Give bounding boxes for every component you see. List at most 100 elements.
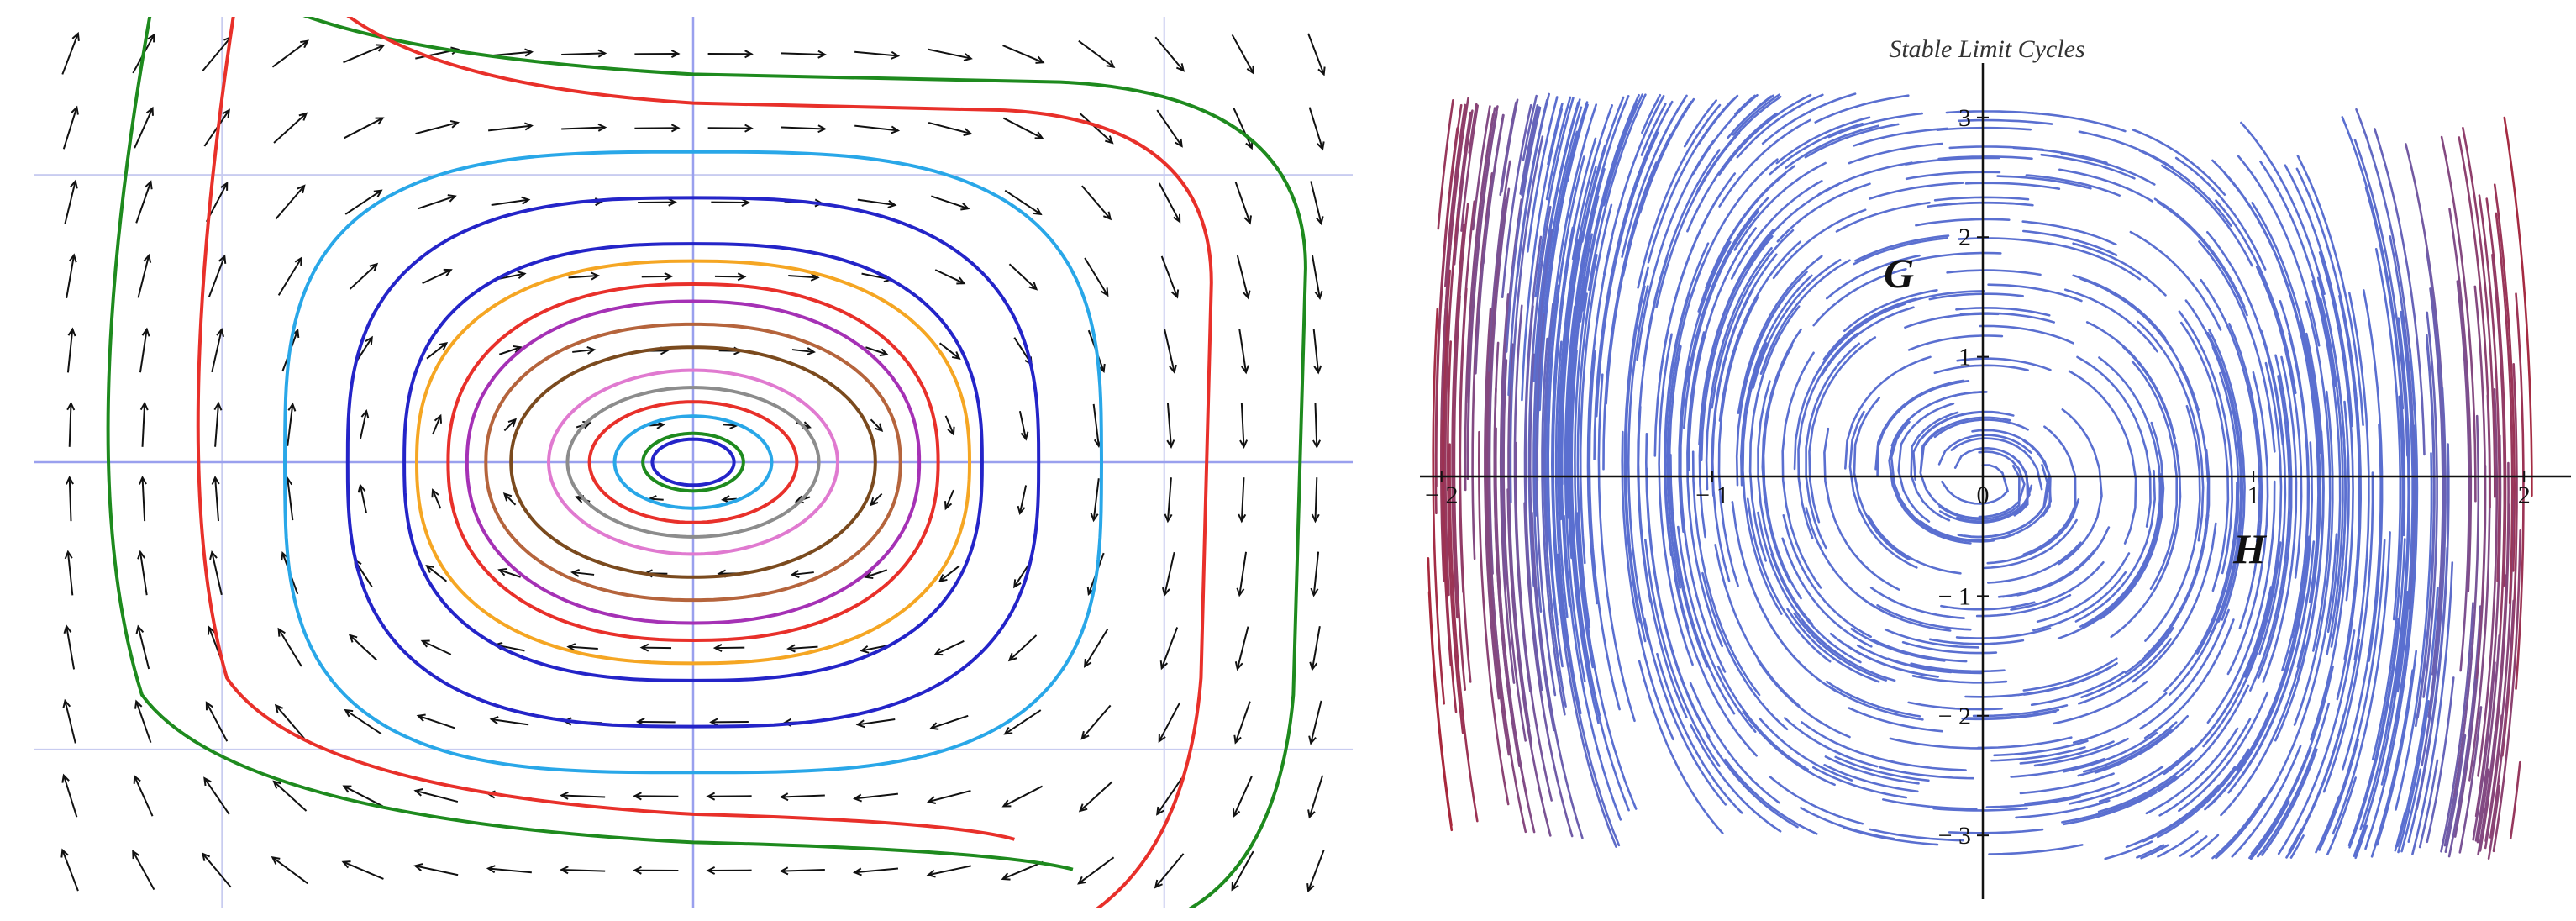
streamline <box>1907 334 2004 351</box>
streamline <box>2293 390 2334 726</box>
streamline <box>1586 236 1613 605</box>
direction-arrow <box>788 272 820 282</box>
streamline <box>1843 643 1939 678</box>
direction-arrow <box>1083 629 1109 668</box>
streamline <box>1748 576 1839 693</box>
direction-arrow <box>65 475 74 522</box>
direction-arrow <box>1156 777 1183 816</box>
direction-arrow <box>271 39 309 68</box>
streamline <box>1964 182 2061 190</box>
direction-arrow <box>486 865 532 874</box>
streamline <box>2010 757 2105 778</box>
streamline <box>1642 149 1721 368</box>
streamline <box>1560 145 1606 486</box>
streamline <box>1869 828 1965 842</box>
direction-arrow <box>203 776 230 815</box>
streamline <box>1953 446 2029 517</box>
direction-arrow <box>1309 626 1321 671</box>
streamline <box>1959 312 2056 324</box>
streamline <box>2104 840 2153 860</box>
streamline <box>2072 692 2168 745</box>
streamline <box>2477 730 2497 855</box>
streamline <box>1532 101 1580 382</box>
direction-arrow <box>561 123 607 132</box>
streamline <box>2179 321 2230 592</box>
streamline <box>1682 210 1760 429</box>
direction-arrow <box>273 112 308 144</box>
streamline <box>2462 126 2496 498</box>
streamline <box>2392 317 2411 698</box>
streamline <box>1535 313 1557 697</box>
trajectory-curve <box>612 414 774 510</box>
direction-arrow <box>491 196 531 207</box>
streamline <box>1666 262 1705 589</box>
streamline <box>2021 229 2118 257</box>
direction-arrow <box>864 569 888 580</box>
streamline <box>2458 706 2483 854</box>
streamline <box>1532 229 1553 613</box>
direction-arrow <box>1311 255 1323 300</box>
phase-portrait-panel <box>34 0 1353 921</box>
direction-arrow <box>1154 853 1185 889</box>
direction-arrow <box>1018 410 1029 441</box>
streamline <box>1519 104 1539 195</box>
direction-arrow <box>1077 856 1115 885</box>
streamline <box>1906 251 2002 264</box>
streamline <box>2153 197 2246 308</box>
streamline <box>2495 212 2514 605</box>
streamline <box>1587 93 1647 292</box>
streamline <box>2124 513 2210 674</box>
streamline <box>1471 172 1494 560</box>
direction-arrow <box>1160 255 1180 299</box>
direction-arrow <box>930 195 970 211</box>
streamline <box>2025 174 2121 197</box>
streamline <box>1919 426 1987 520</box>
streamline <box>1716 665 1810 771</box>
streamline <box>1761 92 1857 145</box>
streamline <box>2161 164 2253 267</box>
axes <box>1420 63 2571 899</box>
streamline <box>1523 502 1574 838</box>
streamline <box>1443 103 1467 288</box>
streamline <box>2422 311 2438 698</box>
direction-arrow <box>211 328 225 373</box>
streamline <box>1915 218 2011 227</box>
streamline <box>1783 717 1879 768</box>
streamline <box>2226 371 2269 676</box>
streamline <box>2085 321 2177 440</box>
direction-arrow <box>66 253 77 298</box>
streamline <box>2202 541 2282 748</box>
streamline <box>1471 105 1491 231</box>
streamline <box>2353 139 2409 457</box>
trajectory-curve <box>587 400 799 524</box>
streamline <box>1950 437 2043 491</box>
streamline <box>2032 571 2127 632</box>
streamline <box>2081 472 2163 629</box>
direction-arrow <box>781 124 828 134</box>
axes <box>34 17 1353 908</box>
streamline <box>2121 345 2181 568</box>
streamline <box>1485 371 1511 756</box>
streamline <box>1547 244 1567 626</box>
streamline <box>1673 575 1758 757</box>
direction-arrow <box>413 863 459 876</box>
streamline <box>2142 766 2237 843</box>
streamline <box>1933 196 2030 202</box>
streamline <box>1823 763 1919 793</box>
streamline <box>1848 707 1943 733</box>
streamline <box>1910 411 1959 522</box>
streamline <box>1505 106 1542 353</box>
streamline <box>1748 305 1801 562</box>
direction-arrow <box>422 268 453 285</box>
streamline <box>1781 537 1873 648</box>
streamline <box>2077 729 2173 777</box>
streamline <box>1955 627 2052 639</box>
streamline <box>1938 465 2021 521</box>
streamline <box>1499 101 1517 197</box>
streamline <box>2243 361 2283 678</box>
streamline <box>1785 124 1879 170</box>
streamline <box>1556 553 1621 847</box>
direction-arrow <box>1158 182 1181 224</box>
direction-arrow <box>1233 108 1254 150</box>
direction-arrow <box>639 643 672 652</box>
